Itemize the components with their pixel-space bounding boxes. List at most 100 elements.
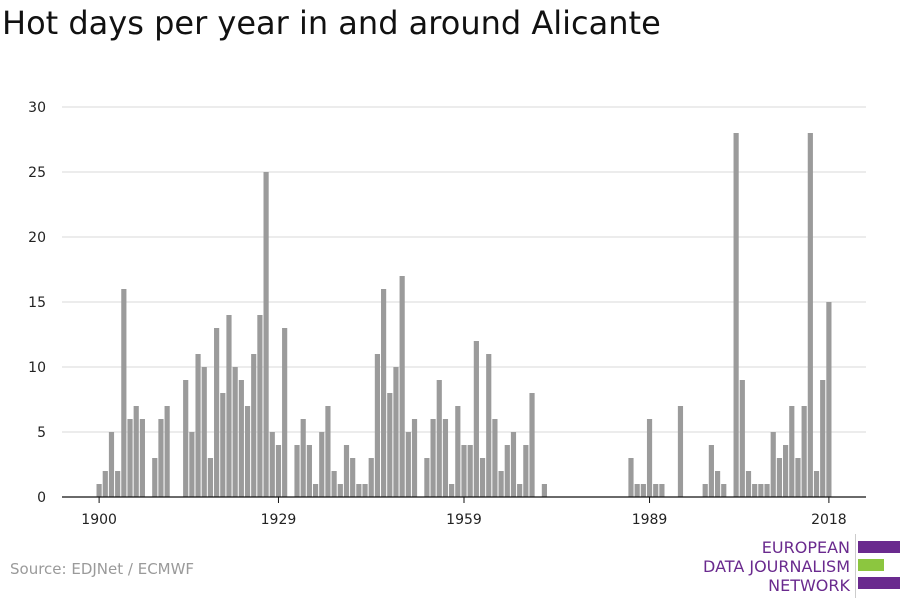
y-tick-label: 30	[28, 100, 46, 116]
bar-1928	[269, 432, 275, 497]
bar-1935	[312, 484, 319, 497]
bar-1949	[399, 276, 405, 497]
y-tick-label: 5	[37, 425, 46, 441]
bar-1909	[152, 458, 158, 497]
bar-1905	[127, 419, 133, 497]
bar-1936	[319, 432, 325, 497]
logo-line-2: DATA JOURNALISM	[703, 557, 850, 576]
bar-1945	[374, 354, 381, 497]
bar-1943	[362, 484, 368, 497]
bar-1907	[139, 419, 145, 497]
bar-2005	[745, 471, 752, 497]
y-tick-label: 0	[37, 490, 46, 506]
bar-2014	[801, 406, 807, 497]
bar-2006	[752, 484, 758, 497]
bar-1959	[461, 445, 467, 497]
bar-1929	[275, 445, 282, 497]
bar-1906	[133, 406, 139, 497]
bars	[96, 133, 832, 497]
bar-2011	[783, 445, 789, 497]
bar-1901	[102, 471, 108, 497]
bar-1956	[442, 419, 449, 497]
bar-1998	[702, 484, 708, 497]
x-tick-label: 1989	[632, 512, 668, 528]
x-tick-label: 1929	[261, 512, 297, 528]
bar-1946	[381, 289, 387, 497]
bar-2013	[795, 458, 801, 497]
bar-1911	[164, 406, 170, 497]
bar-chart: 0 5 10 15 20 25 30 1900 1929 1959 1989 2018	[28, 100, 866, 528]
bar-1927	[263, 172, 269, 497]
bar-1902	[108, 432, 115, 497]
bar-1932	[294, 445, 300, 497]
bar-1944	[368, 458, 374, 497]
bar-1954	[430, 419, 436, 497]
y-tick-label: 25	[28, 165, 46, 181]
bar-1930	[282, 328, 288, 497]
bar-1963	[486, 354, 492, 497]
bar-1924	[244, 406, 251, 497]
bar-1986	[628, 458, 634, 497]
bar-1991	[659, 484, 665, 497]
y-tick-label: 10	[28, 360, 46, 376]
bar-1925	[251, 354, 257, 497]
bar-1933	[300, 419, 306, 497]
bar-2017	[820, 380, 826, 497]
bar-2010	[776, 458, 783, 497]
bar-2016	[813, 471, 820, 497]
bar-1900	[96, 484, 102, 497]
bar-2012	[789, 406, 795, 497]
logo-bar-green	[858, 559, 884, 571]
bar-1953	[424, 458, 430, 497]
bar-1962	[479, 458, 486, 497]
bar-1919	[214, 328, 220, 497]
bar-2008	[764, 484, 770, 497]
bar-1917	[201, 367, 207, 497]
bar-1960	[467, 445, 473, 497]
bar-1915	[189, 432, 195, 497]
logo-bar-purple-bottom	[858, 577, 900, 589]
x-tick-label: 2018	[811, 512, 847, 528]
bar-1921	[226, 315, 232, 497]
chart-title: Hot days per year in and around Alicante	[2, 4, 661, 42]
y-tick-label: 15	[28, 295, 46, 311]
bar-2000	[714, 471, 721, 497]
y-tick-labels: 0 5 10 15 20 25 30	[28, 100, 46, 506]
x-tick-label: 1900	[81, 512, 117, 528]
bar-2015	[807, 133, 813, 497]
bar-1955	[436, 380, 442, 497]
logo-line-3: NETWORK	[768, 576, 850, 595]
bar-1972	[541, 484, 547, 497]
bar-1910	[158, 419, 164, 497]
bar-1989	[646, 419, 653, 497]
edjnet-logo: EUROPEAN DATA JOURNALISM NETWORK	[700, 534, 900, 598]
bar-1939	[337, 484, 343, 497]
bar-1988	[640, 484, 646, 497]
bar-1961	[473, 341, 479, 497]
bar-2001	[721, 484, 727, 497]
bar-1965	[498, 471, 504, 497]
y-tick-label: 20	[28, 230, 46, 246]
x-tick-labels: 1900 1929 1959 1989 2018	[81, 512, 846, 528]
bar-1941	[350, 458, 356, 497]
bar-1923	[238, 380, 244, 497]
bar-1903	[115, 471, 121, 497]
bar-2009	[770, 432, 776, 497]
bar-1918	[207, 458, 214, 497]
bar-1904	[121, 289, 127, 497]
bar-1920	[220, 393, 226, 497]
source-note: Source: EDJNet / ECMWF	[10, 560, 195, 578]
bar-1999	[708, 445, 714, 497]
bar-1951	[411, 419, 418, 497]
x-axis	[62, 496, 866, 503]
bar-1937	[325, 406, 331, 497]
bar-1958	[455, 406, 461, 497]
bar-1950	[405, 432, 411, 497]
bar-1940	[343, 445, 350, 497]
logo-bar-purple-top	[858, 541, 900, 553]
bar-2007	[758, 484, 764, 497]
bar-1987	[634, 484, 640, 497]
bar-1916	[195, 354, 201, 497]
bar-1970	[529, 393, 535, 497]
bar-1968	[517, 484, 523, 497]
